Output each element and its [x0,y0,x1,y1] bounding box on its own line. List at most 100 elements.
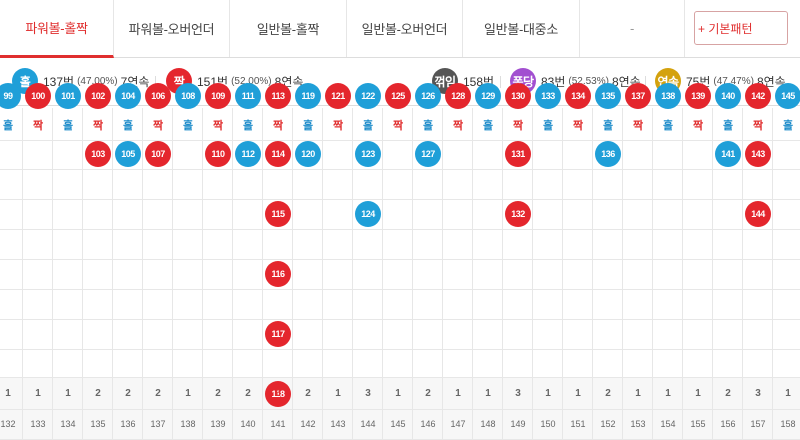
round-number: 139 [210,419,226,429]
even-ball: 139 [685,83,711,109]
column-header: 짝 [152,119,164,132]
even-ball: 134 [565,83,591,109]
divider [500,76,501,88]
even-ball: 121 [325,83,351,109]
column-header: 홀 [782,119,794,132]
column-header: 홀 [302,119,314,132]
column-header: 홀 [662,119,674,132]
round-number: 155 [690,419,706,429]
odd-ball: 122 [355,83,381,109]
even-ball: 130 [505,83,531,109]
even-ball: 125 [385,83,411,109]
pong-pct: (52.53%) [568,75,609,87]
grid-row-line [0,169,800,170]
tab-empty[interactable]: - [580,0,685,57]
column-count: 2 [725,387,731,399]
column-header: 짝 [332,119,344,132]
tab-label: 일반볼-홀짝 [256,22,320,37]
round-number: 157 [750,419,766,429]
odd-ball: 135 [595,83,621,109]
tab-label: 일반볼-오버언더 [361,22,448,37]
even-ball: 116 [265,261,291,287]
grid-column-line [562,108,563,440]
grid-row-line [0,140,800,141]
column-count: 1 [485,387,491,399]
grid-column-line [652,108,653,440]
column-count: 1 [455,387,461,399]
round-number: 136 [120,419,136,429]
odd-ball: 119 [295,83,321,109]
even-ball: 118 [265,381,291,407]
grid-column-line [292,108,293,440]
round-number: 147 [450,419,466,429]
tab-normal-over-under[interactable]: 일반볼-오버언더 [347,0,463,57]
grid-column-line [352,108,353,440]
column-count: 1 [35,387,41,399]
grid-row-line [0,377,800,378]
column-header: 짝 [752,119,764,132]
even-ball: 128 [445,83,471,109]
even-ball: 115 [265,201,291,227]
pattern-grid: 홀 99 1 132 짝 100 1 133 홀 101 1 134 짝 102 103 2 135 홀 104 10… [0,83,800,440]
column-count: 1 [335,387,341,399]
tab-label: 파워볼-오버언더 [128,22,215,37]
round-number: 132 [0,419,16,429]
odd-ball: 133 [535,83,561,109]
even-ball: 113 [265,83,291,109]
round-number: 154 [660,419,676,429]
column-count: 2 [605,387,611,399]
grid-row-line [0,319,800,320]
even-ball: 106 [145,83,171,109]
tab-normal-size[interactable]: 일반볼-대중소 [463,0,580,57]
column-header: 홀 [482,119,494,132]
tab-powerball-over-under[interactable]: 파워볼-오버언더 [114,0,230,57]
column-count: 2 [245,387,251,399]
round-number: 151 [570,419,586,429]
grid-column-line [112,108,113,440]
column-count: 1 [185,387,191,399]
odd-ball: 108 [175,83,201,109]
tab-normal-odd-even[interactable]: 일반볼-홀짝 [230,0,347,57]
round-number: 146 [420,419,436,429]
odd-ball: 123 [355,141,381,167]
tab-powerball-odd-even[interactable]: 파워볼-홀짝 [0,0,114,58]
grid-column-line [772,108,773,440]
round-number: 156 [720,419,736,429]
odd-ball: 105 [115,141,141,167]
divider [645,76,646,88]
odd-ball: 112 [235,141,261,167]
grid-row-line [0,349,800,350]
round-number: 143 [330,419,346,429]
even-ball: 109 [205,83,231,109]
column-count: 1 [545,387,551,399]
basic-pattern-button[interactable]: + 기본패턴 [694,11,788,45]
odd-ball: 138 [655,83,681,109]
even-ball: 143 [745,141,771,167]
column-count: 1 [635,387,641,399]
round-number: 135 [90,419,106,429]
grid-column-line [142,108,143,440]
column-count: 1 [785,387,791,399]
even-ball: 110 [205,141,231,167]
even-ball: 117 [265,321,291,347]
odd-ball: 141 [715,141,741,167]
column-count: 1 [65,387,71,399]
round-number: 144 [360,419,376,429]
column-count: 1 [575,387,581,399]
column-count: 6 [275,387,281,399]
column-header: 짝 [692,119,704,132]
odd-ball: 136 [595,141,621,167]
grid-column-line [682,108,683,440]
odd-ball: 140 [715,83,741,109]
odd-ball: 145 [775,83,800,109]
round-number: 141 [270,419,286,429]
grid-column-line [412,108,413,440]
odd-ball: 129 [475,83,501,109]
even-ball: 137 [625,83,651,109]
round-number: 148 [480,419,496,429]
odd-ball: 104 [115,83,141,109]
even-ball: 131 [505,141,531,167]
grid-column-line [382,108,383,440]
grid-column-line [472,108,473,440]
round-number: 153 [630,419,646,429]
